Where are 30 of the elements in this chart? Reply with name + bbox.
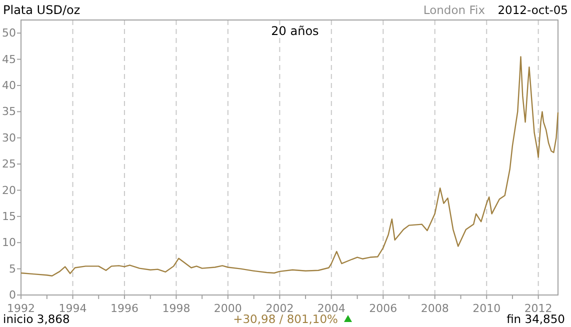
text: 2012-oct-05 xyxy=(498,3,568,17)
x-tick-label: 1996 xyxy=(110,302,138,315)
text: inicio 3,868 xyxy=(3,312,70,326)
x-tick-label: 1994 xyxy=(58,302,87,315)
x-tick-label: 1992 xyxy=(7,302,35,315)
chart-title: Plata USD/oz xyxy=(3,3,80,17)
y-tick-label: 30 xyxy=(2,131,16,144)
y-tick-label: 20 xyxy=(2,184,16,197)
line-series xyxy=(20,56,559,276)
chart-subtitle: 20 años xyxy=(271,24,319,38)
y-tick-label: 50 xyxy=(2,26,16,40)
y-tick-label: 0 xyxy=(9,288,16,302)
y-tick-label: 10 xyxy=(2,236,16,250)
text: London Fix xyxy=(423,3,486,17)
y-tick-label: 25 xyxy=(2,158,16,171)
text: +30,98 / 801,10% xyxy=(233,312,338,326)
x-tick-label: 2004 xyxy=(317,302,346,315)
text: fin 34,850 xyxy=(506,312,565,326)
y-tick-label: 45 xyxy=(2,52,16,66)
y-tick-label: 15 xyxy=(2,210,16,223)
x-tick-label: 2010 xyxy=(472,302,501,315)
x-tick-label: 2012 xyxy=(524,302,552,315)
x-tick-label: 2002 xyxy=(266,302,294,315)
x-tick-label: 1998 xyxy=(162,302,190,315)
x-tick-label: 2006 xyxy=(369,302,398,315)
y-tick-label: 40 xyxy=(2,78,16,92)
y-tick-label: 35 xyxy=(2,105,16,118)
y-tick-label: 5 xyxy=(9,262,16,276)
x-tick-label: 2008 xyxy=(420,302,449,315)
x-tick-label: 2000 xyxy=(214,302,242,315)
